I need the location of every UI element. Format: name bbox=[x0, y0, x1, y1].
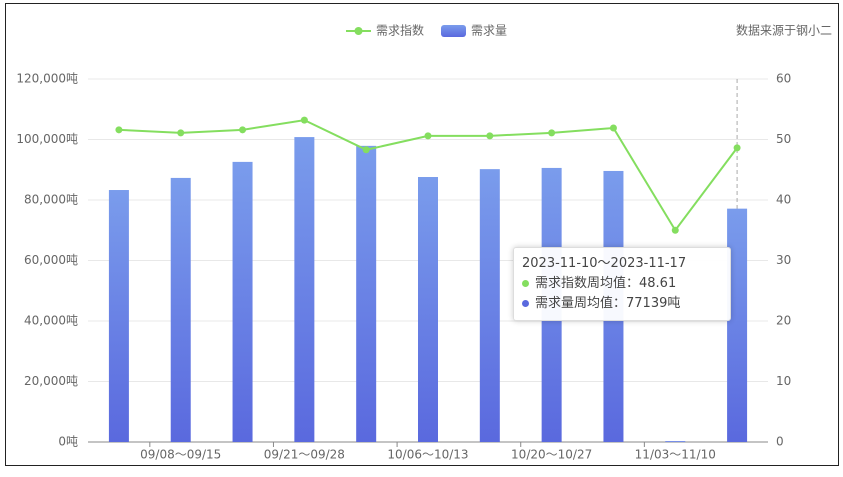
tooltip-row: 需求指数周均值：48.61 bbox=[522, 274, 722, 294]
bar bbox=[356, 145, 377, 443]
bar bbox=[418, 177, 438, 442]
line-point bbox=[424, 132, 432, 140]
legend-label: 需求指数 bbox=[376, 23, 424, 38]
y2-tick-label: 30 bbox=[776, 253, 791, 267]
y2-tick-label: 20 bbox=[776, 314, 791, 328]
legend-label: 需求量 bbox=[471, 24, 507, 38]
frame bbox=[5, 3, 839, 466]
bar bbox=[727, 208, 748, 442]
line-point bbox=[733, 144, 741, 152]
tooltip: 2023-11-10～2023-11-17 需求指数周均值：48.61 需求量周… bbox=[513, 247, 731, 321]
y-tick-label: 20,000吨 bbox=[24, 374, 78, 388]
y-tick-label: 40,000吨 bbox=[24, 314, 78, 328]
x-tick-label: 09/21～09/28 bbox=[264, 448, 345, 462]
y2-tick-label: 60 bbox=[776, 72, 791, 86]
line-point bbox=[362, 146, 370, 154]
y-tick-label: 100,000吨 bbox=[16, 132, 78, 146]
line-point bbox=[115, 126, 123, 134]
bar bbox=[108, 190, 129, 442]
x-tick-label: 10/06～10/13 bbox=[387, 448, 468, 462]
y2-tick-label: 10 bbox=[776, 374, 791, 388]
line-point bbox=[486, 132, 494, 140]
y2-tick-label: 50 bbox=[776, 132, 791, 146]
bar bbox=[294, 137, 315, 442]
bar bbox=[479, 169, 500, 442]
tooltip-title: 2023-11-10～2023-11-17 bbox=[522, 256, 687, 271]
bar bbox=[170, 177, 191, 443]
legend-dot bbox=[354, 27, 363, 35]
y-tick-label: 80,000吨 bbox=[24, 193, 78, 207]
bar bbox=[665, 441, 686, 442]
y2-tick-label: 40 bbox=[776, 193, 791, 207]
x-tick-label: 11/03～11/10 bbox=[635, 448, 716, 462]
tooltip-row: 需求量周均值：77139吨 bbox=[522, 294, 722, 314]
y-tick-label: 120,000吨 bbox=[16, 72, 78, 86]
tooltip-text: 需求指数周均值：48.61 bbox=[535, 276, 677, 291]
source: 数据来源于钢小二 bbox=[736, 23, 832, 38]
line-point bbox=[609, 124, 617, 132]
line-point bbox=[548, 129, 556, 137]
x-tick-label: 10/20～10/27 bbox=[511, 448, 592, 462]
y-tick-label: 0吨 bbox=[58, 435, 78, 449]
line-point bbox=[239, 126, 247, 134]
line-point bbox=[300, 116, 308, 124]
tooltip-text: 需求量周均值：77139吨 bbox=[535, 296, 681, 311]
line-point bbox=[671, 226, 679, 234]
bar bbox=[232, 161, 253, 442]
y2-tick-label: 0 bbox=[776, 435, 784, 449]
legend-swatch bbox=[441, 25, 466, 37]
y-tick-label: 60,000吨 bbox=[24, 253, 78, 267]
x-tick-label: 09/08～09/15 bbox=[140, 448, 221, 462]
line-point bbox=[177, 129, 185, 137]
